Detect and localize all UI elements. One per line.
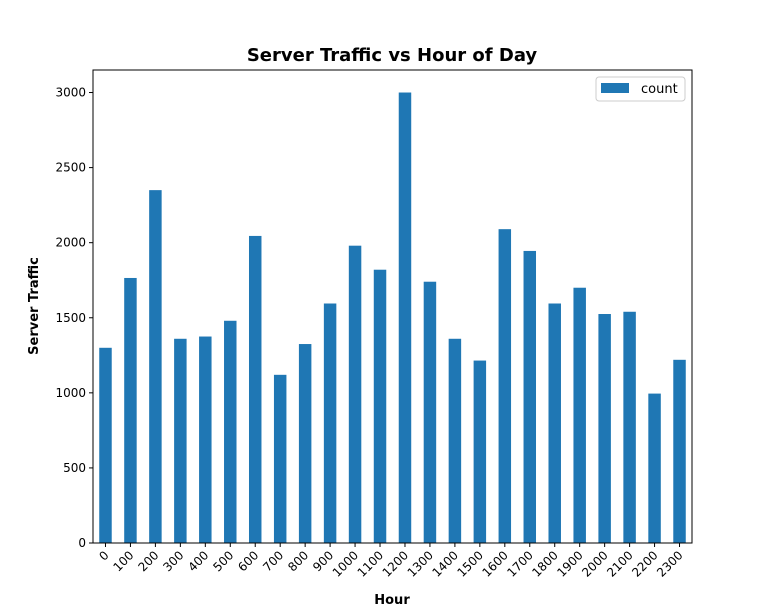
bar-1700 xyxy=(523,250,537,543)
bar-1000 xyxy=(348,245,362,543)
bar-900 xyxy=(323,303,337,543)
bar-0 xyxy=(99,347,112,543)
x-tick-label: 600 xyxy=(235,548,261,574)
x-tick-label: 0 xyxy=(96,548,111,563)
y-axis-title: Server Traffic xyxy=(27,257,42,355)
legend-swatch xyxy=(601,83,629,93)
y-tick-label: 1500 xyxy=(55,311,86,325)
x-tick-label: 1100 xyxy=(355,548,386,579)
y-tick-label: 500 xyxy=(63,461,86,475)
plot-area: 0500100015002000250030000100200300400500… xyxy=(55,69,693,580)
bar-2200 xyxy=(648,393,661,543)
bar-300 xyxy=(174,338,187,543)
x-tick-label: 200 xyxy=(135,548,161,574)
axes-frame xyxy=(92,69,693,544)
x-tick-label: 700 xyxy=(260,548,286,574)
x-tick-label: 1900 xyxy=(554,548,585,579)
y-tick-label: 1000 xyxy=(55,386,86,400)
chart-title: Server Traffic vs Hour of Day xyxy=(247,45,538,66)
x-tick-label: 1800 xyxy=(529,548,560,579)
x-tick-label: 2200 xyxy=(629,548,660,579)
bar-1100 xyxy=(373,269,387,543)
bar-1200 xyxy=(398,92,412,544)
bar-800 xyxy=(298,344,312,543)
x-tick-label: 1400 xyxy=(430,548,461,579)
y-tick-label: 0 xyxy=(78,536,86,550)
bar-1600 xyxy=(498,229,512,544)
y-tick-label: 3000 xyxy=(55,86,86,100)
legend-label: count xyxy=(641,82,678,97)
x-tick-label: 800 xyxy=(285,548,311,574)
bar-2000 xyxy=(598,314,611,543)
bar-600 xyxy=(248,235,262,543)
legend: count xyxy=(595,76,686,102)
x-tick-label: 1700 xyxy=(504,548,535,579)
x-tick-label: 400 xyxy=(185,548,211,574)
x-tick-label: 1200 xyxy=(380,548,411,579)
bar-1800 xyxy=(548,303,561,543)
bar-500 xyxy=(224,320,237,543)
x-tick-label: 100 xyxy=(110,548,136,574)
bar-1500 xyxy=(473,360,487,543)
x-tick-label: 2100 xyxy=(604,548,635,579)
bar-200 xyxy=(149,190,162,543)
y-tick-label: 2500 xyxy=(55,161,86,175)
bar-1900 xyxy=(573,287,586,543)
bar-1400 xyxy=(448,338,462,543)
x-tick-label: 1300 xyxy=(405,548,436,579)
bar-100 xyxy=(124,277,137,543)
x-tick-label: 2000 xyxy=(579,548,610,579)
y-tick-label: 2000 xyxy=(55,236,86,250)
bar-1300 xyxy=(423,281,437,543)
bar-700 xyxy=(273,374,287,543)
x-tick-label: 1500 xyxy=(454,548,485,579)
x-tick-label: 1600 xyxy=(479,548,510,579)
x-tick-label: 2300 xyxy=(654,548,685,579)
bar-2300 xyxy=(673,359,686,543)
x-tick-label: 1000 xyxy=(330,548,361,579)
x-tick-label: 300 xyxy=(160,548,186,574)
x-tick-label: 500 xyxy=(210,548,236,574)
x-axis-title: Hour xyxy=(374,593,410,606)
bar-400 xyxy=(199,336,212,543)
bar-2100 xyxy=(623,311,636,543)
